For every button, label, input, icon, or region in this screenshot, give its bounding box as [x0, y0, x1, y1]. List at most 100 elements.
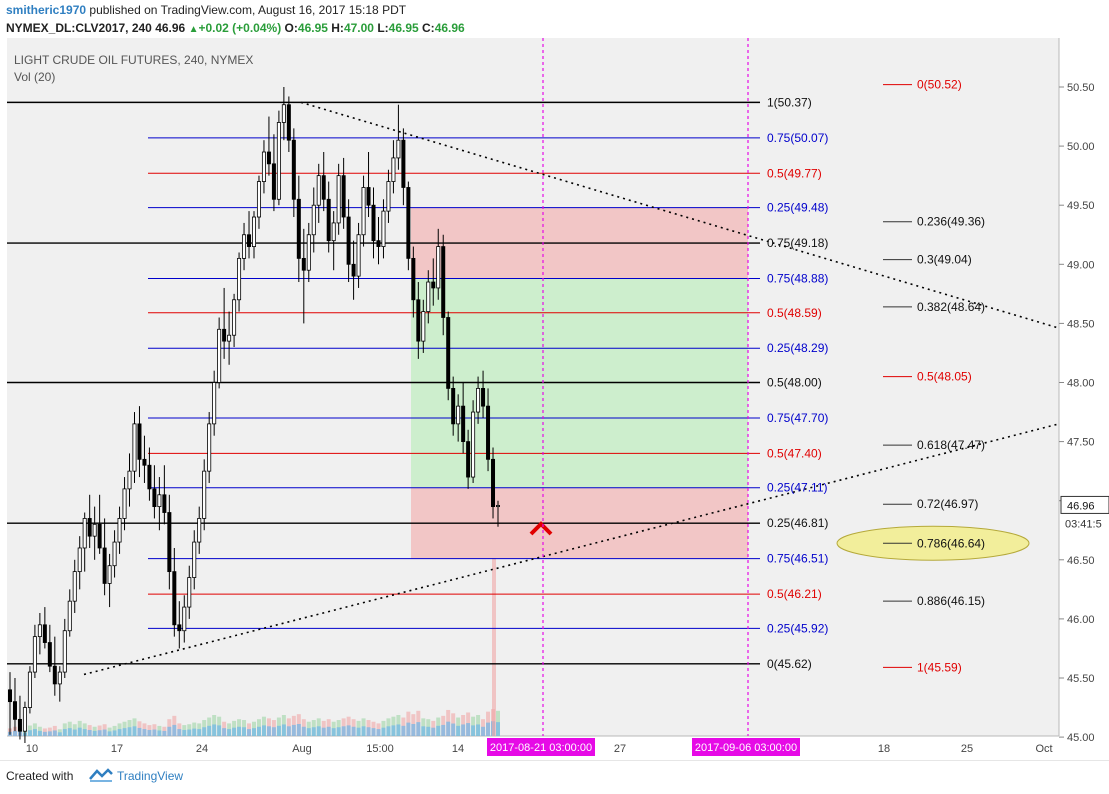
candle-body — [441, 246, 446, 318]
volume-ma-bar — [396, 724, 401, 736]
volume-ma-bar — [107, 731, 112, 736]
candle-body — [217, 328, 222, 383]
low-value: 46.95 — [388, 21, 419, 35]
author-link[interactable]: smitheric1970 — [6, 3, 87, 17]
fib-label: 0.5(49.77) — [767, 166, 822, 180]
high-value: 47.00 — [343, 21, 374, 35]
volume-ma-bar — [202, 727, 207, 736]
candle-body — [461, 405, 466, 443]
candle-body — [82, 518, 87, 549]
volume-ma-bar — [152, 729, 157, 736]
volume-ma-bar — [371, 728, 376, 736]
candle-body — [92, 523, 97, 537]
candle-body — [356, 234, 361, 277]
fib-right-label: 0.618(47.47) — [917, 438, 985, 452]
volume-ma-bar — [222, 728, 227, 736]
candle-body — [167, 512, 172, 573]
price-axis[interactable] — [1059, 38, 1109, 736]
symbol-label: NYMEX_DL:CLV2017, 240 — [6, 21, 152, 35]
candle-body — [57, 671, 62, 685]
volume-ma-bar — [456, 725, 461, 736]
volume-ma-bar — [411, 723, 416, 736]
volume-ma-bar — [82, 729, 87, 736]
y-tick-label: 47.50 — [1067, 437, 1095, 449]
price-change: +0.02 (+0.04%) — [198, 21, 282, 35]
candle-body — [132, 423, 137, 472]
volume-ma-bar — [252, 728, 256, 736]
volume-ma-bar — [142, 729, 147, 736]
volume-ma-bar — [47, 731, 52, 736]
volume-ma-bar — [212, 724, 217, 736]
candle-body — [495, 505, 500, 508]
volume-ma-bar — [281, 724, 286, 736]
publish-line: smitheric1970 published on TradingView.c… — [6, 3, 406, 17]
volume-ma-bar — [261, 725, 266, 736]
volume-ma-bar — [316, 726, 321, 736]
volume-ma-bar — [197, 729, 202, 736]
published-text: published on TradingView.com, August 16,… — [89, 3, 407, 17]
volume-ma-bar — [177, 729, 182, 736]
candle-body — [227, 334, 232, 342]
x-tick-label: 14 — [452, 743, 464, 755]
candle-body — [471, 411, 476, 478]
tradingview-link[interactable]: TradingView — [117, 769, 184, 783]
candle-body — [476, 388, 481, 413]
volume-ma-bar — [406, 722, 411, 736]
last-price: 46.96 — [155, 21, 186, 35]
candle-body — [22, 707, 27, 732]
candle-body — [336, 175, 341, 224]
price-chart[interactable]: 2017-08-21 03:00:00 2017-09-06 03:00:00 1… — [0, 38, 1109, 760]
fib-label: 0.75(47.70) — [767, 411, 828, 425]
fib-right-label: 0.236(49.36) — [917, 215, 985, 229]
candle-body — [137, 423, 142, 460]
volume-ma-bar — [301, 726, 306, 736]
volume-ma-bar — [461, 724, 466, 736]
fib-label: 0.25(45.92) — [767, 621, 828, 635]
candle-body — [197, 518, 202, 543]
candle-body — [261, 151, 266, 182]
fib-right-label: 0(50.52) — [917, 78, 962, 92]
volume-ma-bar — [232, 727, 237, 736]
fib-label: 1(50.37) — [767, 95, 812, 109]
candle-body — [286, 104, 291, 141]
footer: Created with TradingView — [0, 760, 1109, 794]
fib-right-label: 0.5(48.05) — [917, 370, 972, 384]
volume-ma-bar — [122, 728, 127, 736]
volume-ma-bar — [162, 730, 167, 736]
candle-body — [271, 163, 276, 200]
x-tick-label: Oct — [1035, 743, 1052, 755]
y-tick-label: 45.00 — [1067, 732, 1095, 744]
volume-ma-bar — [306, 728, 311, 736]
candle-body — [431, 281, 436, 289]
y-tick-label: 49.50 — [1067, 200, 1095, 212]
fib-label: 0.25(48.29) — [767, 341, 828, 355]
candle-body — [107, 565, 112, 584]
candle-body — [406, 187, 411, 259]
volume-ma-bar — [42, 731, 47, 736]
candle-body — [12, 701, 17, 720]
volume-ma-bar — [192, 728, 197, 736]
candle-body — [266, 151, 271, 165]
volume-ma-bar — [336, 727, 341, 736]
candle-body — [242, 234, 247, 259]
tradingview-logo-icon — [89, 768, 113, 782]
y-tick-label: 45.50 — [1067, 673, 1095, 685]
fib-right-label: 0.3(49.04) — [917, 253, 972, 267]
volume-ma-bar — [466, 723, 471, 736]
close-value: 46.96 — [434, 21, 465, 35]
candle-body — [152, 488, 157, 508]
candle-body — [281, 104, 286, 123]
volume-ma-bar — [286, 726, 291, 736]
x-tick-label: 25 — [961, 743, 973, 755]
candle-body — [421, 311, 426, 342]
volume-ma-bar — [87, 729, 92, 736]
candle-body — [491, 458, 496, 508]
volume-ma-bar — [341, 726, 346, 736]
volume-ma-bar — [471, 725, 476, 736]
open-value: 46.95 — [297, 21, 328, 35]
volume-ma-bar — [242, 727, 247, 736]
x-tick-label: 27 — [614, 743, 626, 755]
candle-body — [291, 139, 296, 200]
high-label: H: — [331, 21, 344, 35]
volume-ma-bar — [441, 724, 446, 736]
